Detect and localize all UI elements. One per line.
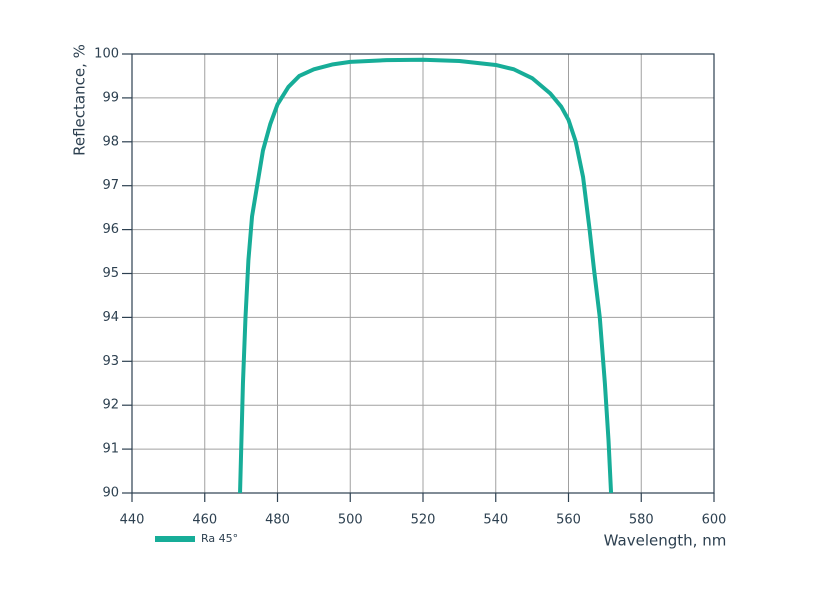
data-line <box>238 57 614 494</box>
plot-frame <box>131 53 715 494</box>
y-tick-label: 98 <box>102 134 119 149</box>
y-tick-label: 90 <box>102 486 119 501</box>
y-tick-label: 96 <box>102 222 119 237</box>
y-axis-label: Reflectance, % <box>71 44 89 156</box>
y-tick-label: 100 <box>94 47 119 62</box>
x-tick-label: 600 <box>702 513 727 528</box>
x-tick-label: 500 <box>338 513 363 528</box>
x-tick-label: 440 <box>120 513 145 528</box>
legend-label: Ra 45° <box>201 532 238 545</box>
x-axis-label: Wavelength, nm <box>604 532 727 550</box>
x-tick-label: 540 <box>483 513 508 528</box>
y-tick-label: 91 <box>102 442 119 457</box>
x-tick-label: 460 <box>192 513 217 528</box>
y-tick-label: 97 <box>102 178 119 193</box>
x-tick-label: 480 <box>265 513 290 528</box>
y-tick-label: 95 <box>102 266 119 281</box>
y-tick-label: 94 <box>102 310 119 325</box>
y-tick-label: 99 <box>102 90 119 105</box>
x-tick-label: 560 <box>556 513 581 528</box>
x-tick-label: 580 <box>629 513 654 528</box>
y-tick-label: 92 <box>102 398 119 413</box>
y-tick-label: 93 <box>102 354 119 369</box>
x-tick-label: 520 <box>411 513 436 528</box>
